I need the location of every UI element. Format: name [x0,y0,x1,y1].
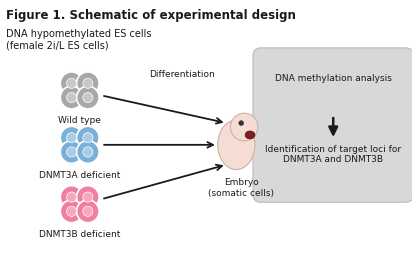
Circle shape [67,92,77,103]
Circle shape [67,192,77,202]
Circle shape [77,186,99,208]
Text: Embryo
(somatic cells): Embryo (somatic cells) [208,178,274,198]
FancyBboxPatch shape [253,48,414,202]
Circle shape [83,92,93,103]
Circle shape [67,133,77,143]
Ellipse shape [245,131,255,139]
Text: DNA hypomethylated ES cells: DNA hypomethylated ES cells [6,29,152,39]
Text: DNMT3A deficient: DNMT3A deficient [39,171,120,179]
Circle shape [60,126,83,149]
Circle shape [60,86,83,109]
Circle shape [239,121,244,126]
Circle shape [77,126,99,149]
Text: Differentiation: Differentiation [150,70,215,78]
Circle shape [60,186,83,208]
Text: DNA methylation analysis: DNA methylation analysis [275,74,392,83]
Circle shape [67,147,77,157]
Circle shape [83,206,93,216]
Circle shape [83,78,93,88]
Circle shape [77,141,99,163]
Circle shape [67,78,77,88]
Text: Figure 1. Schematic of experimental design: Figure 1. Schematic of experimental desi… [6,9,296,22]
Circle shape [60,141,83,163]
Text: DNMT3B deficient: DNMT3B deficient [39,230,120,239]
Circle shape [83,147,93,157]
Circle shape [83,133,93,143]
Circle shape [77,72,99,95]
Circle shape [77,86,99,109]
Circle shape [83,192,93,202]
Circle shape [67,206,77,216]
Circle shape [230,113,258,141]
Ellipse shape [218,120,255,170]
Circle shape [77,200,99,223]
Text: (female 2i/L ES cells): (female 2i/L ES cells) [6,41,109,51]
Circle shape [60,72,83,95]
Text: Wild type: Wild type [58,116,101,125]
Circle shape [60,200,83,223]
Text: Identification of target loci for
DNMT3A and DNMT3B: Identification of target loci for DNMT3A… [265,145,401,164]
